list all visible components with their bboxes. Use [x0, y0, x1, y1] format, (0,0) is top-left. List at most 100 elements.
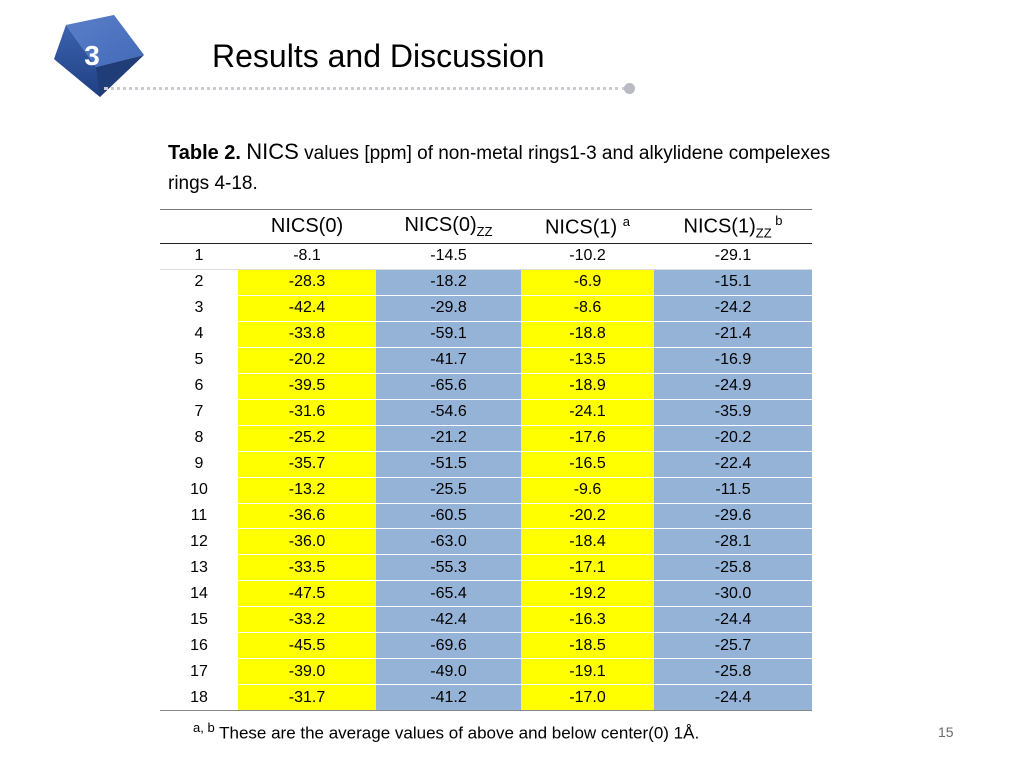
value-cell: -35.7	[238, 451, 376, 478]
value-cell: -16.5	[521, 451, 654, 478]
value-cell: -69.6	[376, 632, 521, 660]
value-cell: -24.4	[654, 606, 812, 634]
value-cell: -31.7	[238, 684, 376, 712]
footnote-text: These are the average values of above an…	[214, 723, 700, 743]
value-cell: -20.2	[521, 503, 654, 530]
row-index-cell: 13	[160, 554, 238, 582]
section-number: 3	[84, 40, 100, 71]
column-header-superscript: a	[622, 213, 631, 229]
value-cell: -30.0	[654, 580, 812, 608]
row-index-cell: 18	[160, 684, 238, 712]
table-body: 1 -8.1 -14.5 -10.2 -29.1 2 -28.3 -18.2 -6.9 -15.1…	[160, 243, 812, 712]
value-cell: -18.8	[521, 321, 654, 348]
table-row: 15 -33.2 -42.4 -16.3 -24.4	[160, 606, 812, 634]
value-cell: -55.3	[376, 554, 521, 582]
caption-nics: NICS	[246, 139, 299, 164]
table-row: 17 -39.0 -49.0 -19.1 -25.8	[160, 658, 812, 686]
value-cell: -8.1	[238, 243, 376, 270]
column-header-subscript: ZZ	[476, 224, 493, 239]
value-cell: -45.5	[238, 632, 376, 660]
table-row: 6 -39.5 -65.6 -18.9 -24.9	[160, 373, 812, 400]
value-cell: -31.6	[238, 399, 376, 426]
table-row: 18 -31.7 -41.2 -17.0 -24.4	[160, 684, 812, 712]
value-cell: -65.6	[376, 373, 521, 400]
divider-end-dot	[624, 83, 635, 94]
value-cell: -21.4	[654, 321, 812, 348]
table-row: 8 -25.2 -21.2 -17.6 -20.2	[160, 425, 812, 452]
value-cell: -41.7	[376, 347, 521, 374]
value-cell: -6.9	[521, 269, 654, 296]
row-index-cell: 6	[160, 373, 238, 400]
value-cell: -59.1	[376, 321, 521, 348]
table-row: 3 -42.4 -29.8 -8.6 -24.2	[160, 295, 812, 322]
value-cell: -39.0	[238, 658, 376, 686]
value-cell: -20.2	[238, 347, 376, 374]
footnote-marks: a, b	[193, 720, 215, 735]
column-header-subscript: ZZ	[755, 225, 772, 241]
title-divider	[104, 87, 626, 90]
nics-table: NICS(0) NICS(0)ZZ NICS(1) a NICS(1)ZZ b 1 -8…	[160, 209, 812, 712]
table-row: 4 -33.8 -59.1 -18.8 -21.4	[160, 321, 812, 348]
row-index-cell: 16	[160, 632, 238, 660]
table-row: 9 -35.7 -51.5 -16.5 -22.4	[160, 451, 812, 478]
row-index-cell: 11	[160, 503, 238, 530]
value-cell: -28.1	[654, 528, 812, 556]
table-row: 10 -13.2 -25.5 -9.6 -11.5	[160, 477, 812, 504]
cube-icon: 3	[54, 15, 144, 97]
value-cell: -25.5	[376, 477, 521, 504]
table-row: 11 -36.6 -60.5 -20.2 -29.6	[160, 503, 812, 530]
value-cell: -11.5	[654, 477, 812, 504]
table-row: 12 -36.0 -63.0 -18.4 -28.1	[160, 528, 812, 556]
column-header-label: NICS(0)	[270, 215, 344, 237]
value-cell: -17.1	[521, 554, 654, 582]
row-index-cell: 7	[160, 399, 238, 426]
value-cell: -49.0	[376, 658, 521, 686]
value-cell: -41.2	[376, 684, 521, 712]
value-cell: -24.1	[521, 399, 654, 426]
value-cell: -17.0	[521, 684, 654, 712]
value-cell: -29.8	[376, 295, 521, 322]
value-cell: -33.2	[238, 606, 376, 634]
table-row: 7 -31.6 -54.6 -24.1 -35.9	[160, 399, 812, 426]
value-cell: -18.5	[521, 632, 654, 660]
value-cell: -29.1	[654, 243, 812, 270]
column-header: NICS(1)ZZ b	[654, 209, 812, 244]
table-row: 16 -45.5 -69.6 -18.5 -25.7	[160, 632, 812, 660]
value-cell: -65.4	[376, 580, 521, 608]
table-header-row: NICS(0) NICS(0)ZZ NICS(1) a NICS(1)ZZ b	[160, 209, 812, 244]
row-index-cell: 14	[160, 580, 238, 608]
value-cell: -54.6	[376, 399, 521, 426]
table-caption: Table 2. NICS values [ppm] of non-metal …	[168, 137, 858, 199]
caption-text: values [ppm] of non-metal rings1-3 and a…	[168, 143, 831, 194]
value-cell: -21.2	[376, 425, 521, 452]
caption-label: Table 2.	[168, 142, 241, 164]
value-cell: -28.3	[238, 269, 376, 296]
table-row: 5 -20.2 -41.7 -13.5 -16.9	[160, 347, 812, 374]
page-title: Results and Discussion	[212, 38, 545, 74]
value-cell: -47.5	[238, 580, 376, 608]
column-header: NICS(0)	[238, 209, 376, 244]
row-index-cell: 9	[160, 451, 238, 478]
column-header-label: NICS(1)	[544, 216, 623, 239]
table-row: 2 -28.3 -18.2 -6.9 -15.1	[160, 269, 812, 296]
value-cell: -14.5	[376, 243, 521, 270]
value-cell: -15.1	[654, 269, 812, 296]
row-index-cell: 10	[160, 477, 238, 504]
value-cell: -25.8	[654, 554, 812, 582]
value-cell: -33.5	[238, 554, 376, 582]
row-index-cell: 15	[160, 606, 238, 634]
value-cell: -8.6	[521, 295, 654, 322]
value-cell: -24.4	[654, 684, 812, 712]
value-cell: -60.5	[376, 503, 521, 530]
table-row: 1 -8.1 -14.5 -10.2 -29.1	[160, 243, 812, 270]
column-header: NICS(0)ZZ	[376, 209, 521, 244]
value-cell: -25.8	[654, 658, 812, 686]
row-index-cell: 12	[160, 528, 238, 556]
value-cell: -17.6	[521, 425, 654, 452]
value-cell: -22.4	[654, 451, 812, 478]
value-cell: -51.5	[376, 451, 521, 478]
value-cell: -36.6	[238, 503, 376, 530]
value-cell: -42.4	[238, 295, 376, 322]
value-cell: -25.2	[238, 425, 376, 452]
value-cell: -10.2	[521, 243, 654, 270]
